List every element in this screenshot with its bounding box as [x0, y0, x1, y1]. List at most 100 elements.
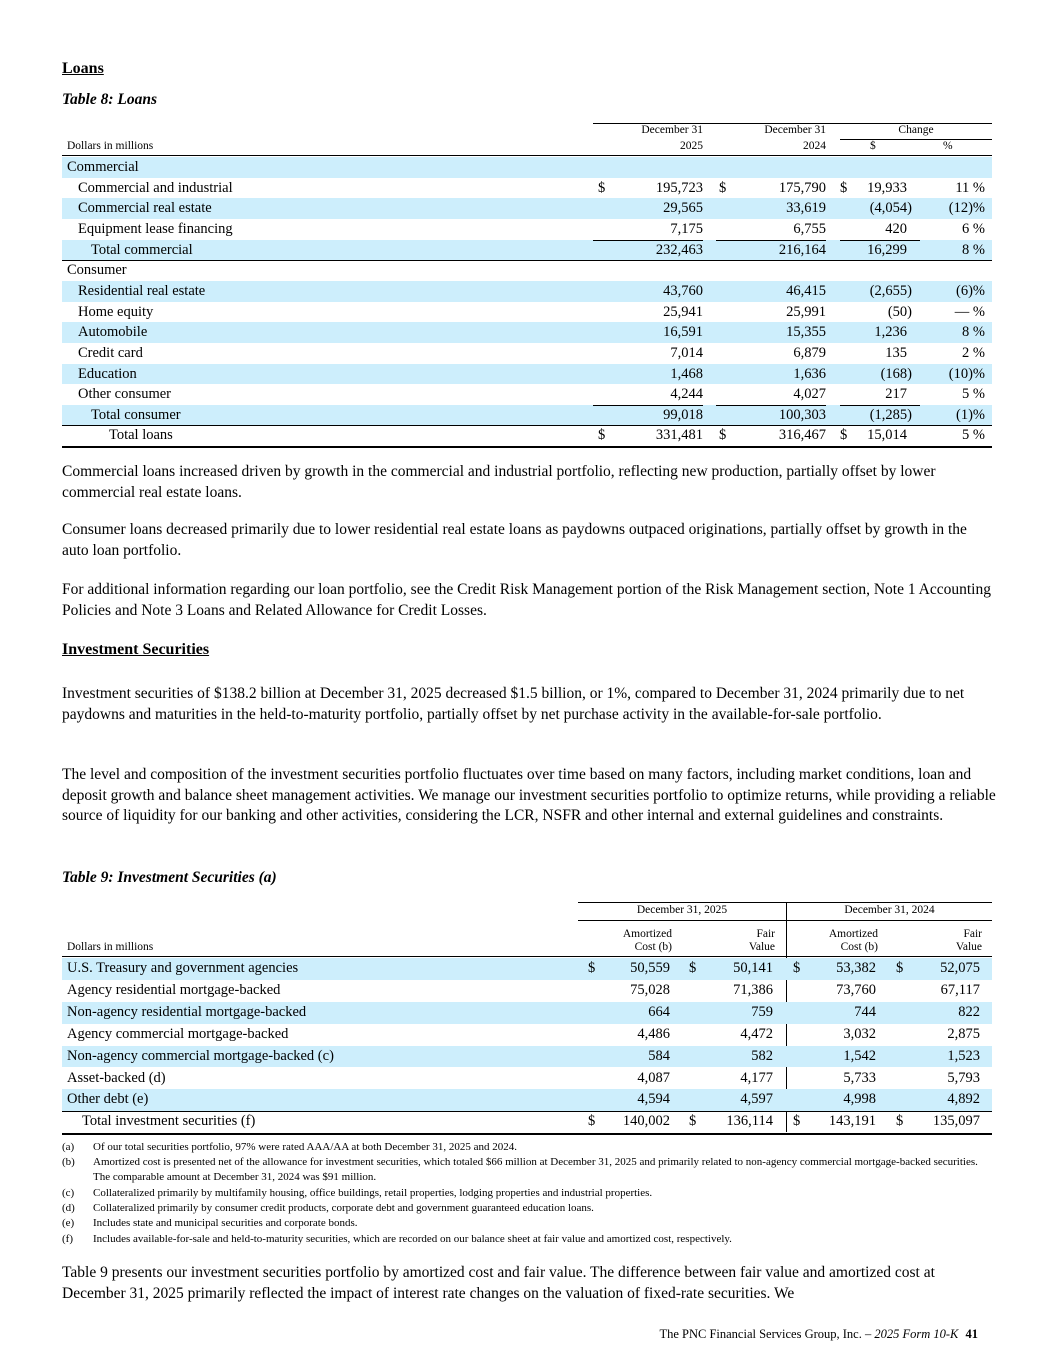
footnote-mark: (c): [62, 1186, 75, 1199]
currency-symbol: $: [689, 960, 697, 976]
fair-header-2024: Fair Value: [905, 928, 982, 954]
footnote-text: Amortized cost is presented net of the a…: [93, 1156, 978, 1184]
row-label: Other consumer: [78, 386, 172, 403]
value-2025: 43,760: [663, 282, 703, 299]
amort-line2: Cost (b): [840, 941, 878, 953]
divider: [593, 404, 703, 406]
col-change: Change: [898, 124, 934, 136]
change-dollar: (168): [880, 365, 912, 382]
row-label: Other debt (e): [67, 1091, 149, 1108]
change-dollar: (4,054): [869, 200, 912, 217]
amortized-cost-2025: 4,087: [637, 1069, 670, 1086]
amortized-cost-2024: 4,998: [843, 1091, 876, 1108]
table-row: Non-agency commercial mortgage-backed (c…: [62, 1045, 992, 1068]
footnote-text: Collateralized primarily by multifamily …: [93, 1186, 653, 1199]
change-pct: 8 %: [962, 324, 985, 341]
table-row: Total commercial 232,463 216,164 16,299 8 %: [62, 239, 992, 261]
row-label: Commercial: [67, 159, 139, 175]
value-2025: 4,244: [670, 386, 703, 403]
currency-symbol: $: [598, 427, 606, 444]
amortized-cost-2025: 4,594: [637, 1091, 670, 1108]
table-row: Agency residential mortgage-backed 75,028…: [62, 980, 992, 1002]
table-row: Total loans $331,481 $316,467 $15,014 5 %: [62, 425, 992, 446]
fair-value-2024: 52,075: [940, 960, 980, 976]
amortized-cost-2025: 75,028: [630, 981, 670, 998]
row-label: Total loans: [109, 427, 173, 444]
divider: [62, 425, 992, 427]
row-label: Education: [78, 365, 137, 382]
col-2024-top: December 31: [764, 124, 826, 136]
change-pct: — %: [954, 303, 985, 320]
value-2024: 1,636: [793, 365, 826, 382]
amortized-cost-2024: 5,733: [843, 1069, 876, 1086]
row-label: Consumer: [67, 262, 127, 279]
table-row: Home equity 25,941 25,991 (50) — %: [62, 302, 992, 323]
row-label: Residential real estate: [78, 282, 206, 299]
col-2024-bottom: 2024: [803, 140, 826, 152]
change-dollar: 135: [885, 344, 907, 361]
fair-line1: Fair: [963, 928, 982, 940]
page-number: 41: [965, 1327, 979, 1341]
row-label: Total commercial: [91, 241, 193, 258]
footnote-text: Of our total securities portfolio, 97% w…: [93, 1141, 518, 1153]
value-2025: 7,175: [670, 220, 703, 237]
footnote-text: Collateralized primarily by consumer cre…: [93, 1202, 594, 1215]
value-2024: 175,790: [778, 179, 826, 196]
table-row: Other debt (e) 4,594 4,597 4,998 4,892: [62, 1089, 992, 1112]
fair-value-2025: 4,177: [740, 1069, 773, 1086]
row-label: Total consumer: [91, 406, 181, 423]
row-label: U.S. Treasury and government agencies: [67, 960, 299, 976]
change-dollar: 15,014: [867, 427, 907, 444]
paragraph: For additional information regarding our…: [62, 581, 991, 619]
value-2025: 1,468: [670, 365, 703, 382]
value-2024: 216,164: [778, 241, 826, 258]
change-dollar: (2,655): [869, 282, 912, 299]
table-row: Total investment securities (f) $ $ $ $140,0…: [62, 1111, 992, 1133]
value-2024: 100,303: [778, 406, 826, 423]
value-2024: 33,619: [786, 200, 826, 217]
value-2024: 46,415: [786, 282, 826, 299]
paragraph: The level and composition of the investm…: [62, 766, 996, 824]
fair-value-2025: 4,597: [740, 1091, 773, 1108]
footnote-mark: (a): [62, 1141, 75, 1153]
table-row: Equipment lease financing 7,175 6,755 420 6 …: [62, 219, 992, 240]
value-2025: 195,723: [655, 179, 703, 196]
value-2024: 4,027: [793, 386, 826, 403]
col-2025-bottom: 2025: [680, 140, 703, 152]
paragraph: Table 9 presents our investment securiti…: [62, 1264, 935, 1302]
value-2024: 15,355: [786, 324, 826, 341]
paragraph: Investment securities of $138.2 billion …: [62, 685, 965, 723]
change-dollar: 420: [885, 220, 907, 237]
col-change-dollar: $: [870, 140, 876, 152]
divider: [716, 239, 826, 241]
footnote-text: Includes state and municipal securities …: [93, 1217, 358, 1230]
divider: [840, 404, 920, 406]
amortized-cost-2024: 744: [854, 1003, 876, 1020]
row-label: Credit card: [78, 344, 143, 361]
loans-heading: Loans: [62, 60, 104, 77]
fair-line2: Value: [955, 941, 982, 953]
divider: [62, 446, 992, 448]
amort-line2: Cost (b): [634, 941, 672, 953]
fair-line2: Value: [748, 941, 775, 953]
amortized-cost-2024: 73,760: [836, 981, 876, 998]
fair-value-2025: 50,141: [733, 960, 773, 976]
footer-company: The PNC Financial Services Group, Inc. –: [659, 1327, 875, 1341]
footnote-mark: (f): [62, 1232, 73, 1245]
page-footer: The PNC Financial Services Group, Inc. –…: [659, 1327, 978, 1342]
divider: [62, 1111, 992, 1113]
fair-value-2025: 4,472: [740, 1025, 773, 1042]
change-pct: (1)%: [956, 406, 985, 423]
change-dollar: (1,285): [869, 406, 912, 423]
table-row: Commercial: [62, 157, 992, 178]
table-row: Agency commercial mortgage-backed 4,486 4,…: [62, 1024, 992, 1046]
change-dollar: 1,236: [874, 324, 907, 341]
amortized-cost-2025: 140,002: [622, 1113, 670, 1130]
row-label: Automobile: [78, 324, 148, 341]
amortized-cost-2025: 584: [648, 1047, 670, 1064]
fair-value-2025: 136,114: [726, 1113, 773, 1130]
table9-title: Table 9: Investment Securities (a): [62, 869, 277, 886]
fair-value-2025: 71,386: [733, 981, 773, 998]
fair-header-2025: Fair Value: [700, 928, 775, 954]
